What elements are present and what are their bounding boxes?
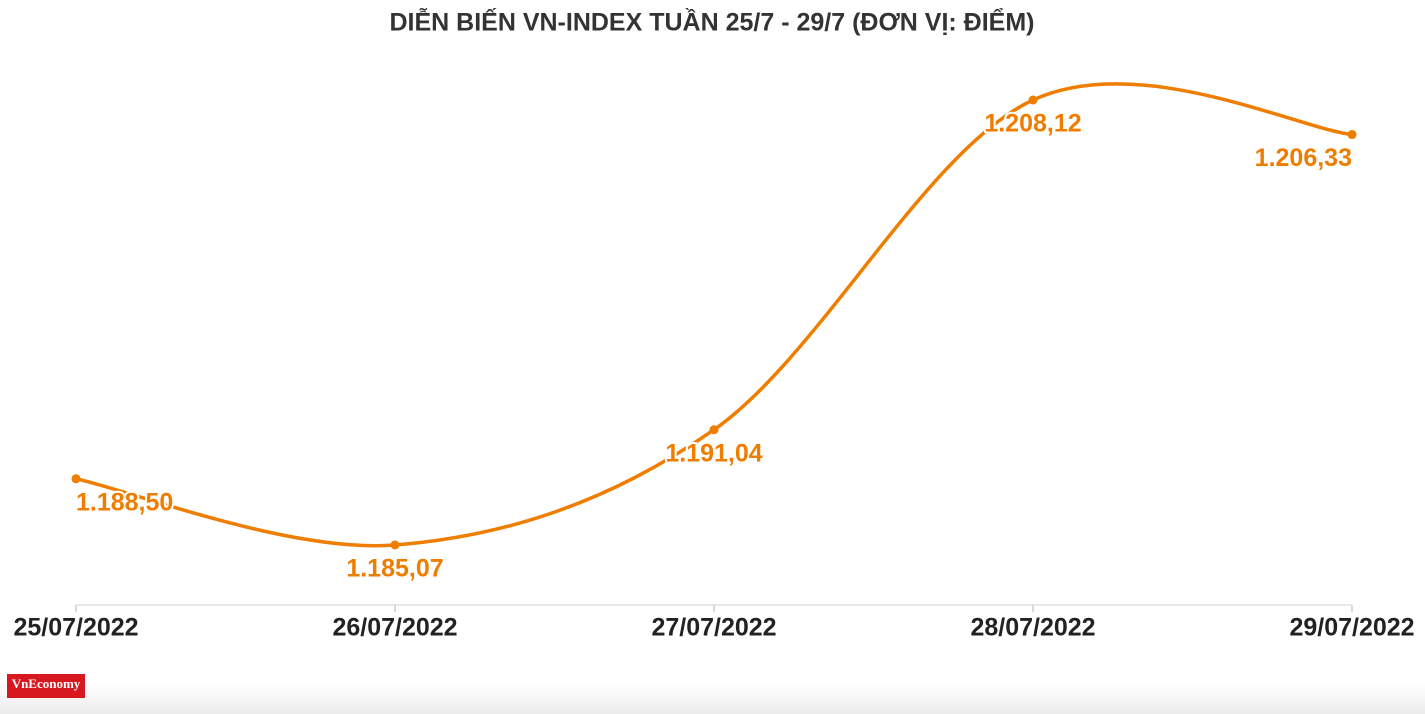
point [1028, 95, 1038, 105]
point [71, 474, 81, 484]
value-label: 1.191,04 [665, 439, 762, 467]
x-tick-label: 27/07/2022 [651, 614, 776, 642]
footer-band [0, 684, 1425, 714]
value-label: 1.208,12 [984, 110, 1081, 138]
value-label: 1.206,33 [1255, 144, 1352, 172]
point [390, 540, 400, 550]
value-label: 1.188,50 [76, 488, 173, 516]
x-tick-label: 28/07/2022 [970, 614, 1095, 642]
line [74, 82, 1354, 548]
logo-text: VnEconomy [12, 676, 81, 691]
point [709, 425, 719, 435]
logo-box [7, 674, 85, 698]
x-tick-label: 25/07/2022 [13, 614, 138, 642]
point [1347, 130, 1357, 140]
value-label: 1.185,07 [346, 555, 443, 583]
chart-title: DIỄN BIẾN VN-INDEX TUẦN 25/7 - 29/7 (ĐƠN… [389, 7, 1034, 37]
x-tick-label: 29/07/2022 [1289, 614, 1414, 642]
x-tick-label: 26/07/2022 [332, 614, 457, 642]
